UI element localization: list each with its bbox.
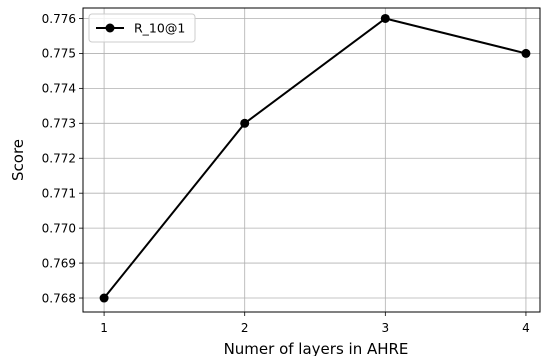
y-tick-label: 0.769 (42, 256, 76, 270)
legend: R_10@1 (88, 13, 196, 43)
x-tick-label: 2 (241, 321, 249, 335)
y-tick-label: 0.775 (42, 47, 76, 61)
data-point (380, 13, 390, 23)
legend-marker-swatch (105, 23, 115, 33)
data-point (240, 118, 250, 128)
y-axis-label: Score (9, 139, 27, 181)
x-tick-label: 3 (382, 321, 390, 335)
axis-ticks: 1 2 3 4 0.768 0.769 0.770 0.771 0.772 0.773 0.774 0… (42, 12, 530, 335)
grid-lines (83, 8, 540, 312)
legend-box (88, 13, 196, 43)
plot-area-frame (82, 7, 541, 313)
y-tick-label: 0.768 (42, 291, 76, 305)
data-point (521, 48, 531, 58)
y-tick-label: 0.771 (42, 186, 76, 200)
x-tick-label: 1 (100, 321, 108, 335)
y-tick-label: 0.772 (42, 152, 76, 166)
series-layer (99, 13, 531, 303)
series-line (103, 17, 527, 299)
data-point (99, 293, 109, 303)
x-axis-label: Numer of layers in AHRE (224, 340, 409, 356)
y-tick-label: 0.774 (42, 82, 76, 96)
y-tick-label: 0.773 (42, 117, 76, 131)
x-tick-label: 4 (522, 321, 530, 335)
y-tick-label: 0.776 (42, 12, 76, 26)
y-tick-label: 0.770 (42, 221, 76, 235)
legend-entry-label: R_10@1 (134, 21, 185, 36)
